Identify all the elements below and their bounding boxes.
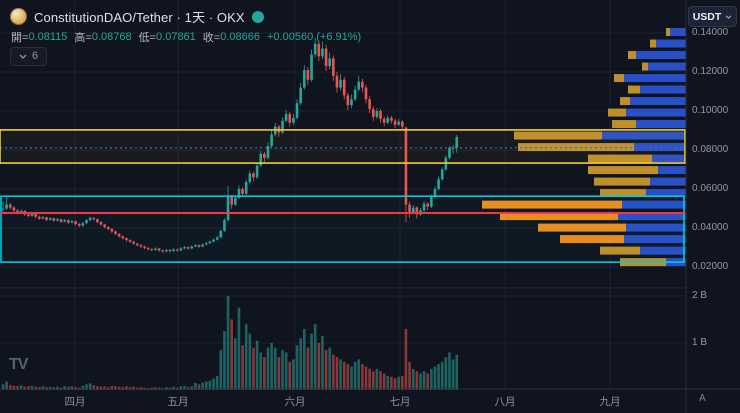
price-axis[interactable] [686,0,740,389]
ohlc-row: 開= 0.08115 高= 0.08768 低= 0.07861 收= 0.08666 … [11,29,361,45]
time-axis[interactable] [0,389,740,413]
open-value: 0.08115 [28,31,68,43]
objects-tree-chip[interactable]: 6 [10,47,48,66]
low-label: 低= [138,32,157,44]
high-label: 高= [74,32,92,44]
tradingview-logo[interactable]: TV [9,356,28,373]
open-label: 開= [11,32,29,44]
auto-scale-label[interactable]: A [699,393,706,404]
currency-label: USDT [692,10,722,23]
symbol-title[interactable]: ConstitutionDAO/Tether · 1天 · OKX [34,10,245,25]
high-value: 0.08768 [91,31,132,43]
exchange-status-icon [251,10,264,23]
symbol-logo-icon [10,8,27,25]
change-value: +0.00560 (+6.91%) [267,31,362,43]
currency-dropdown[interactable]: USDT [688,6,737,27]
chevron-down-icon [726,14,732,19]
close-label: 收= [202,32,221,44]
chevron-down-icon [19,54,27,59]
objects-count: 6 [32,50,39,62]
close-value: 0.08666 [220,31,260,43]
low-value: 0.07861 [156,31,196,43]
symbol-header: ConstitutionDAO/Tether · 1天 · OKX [10,7,264,26]
